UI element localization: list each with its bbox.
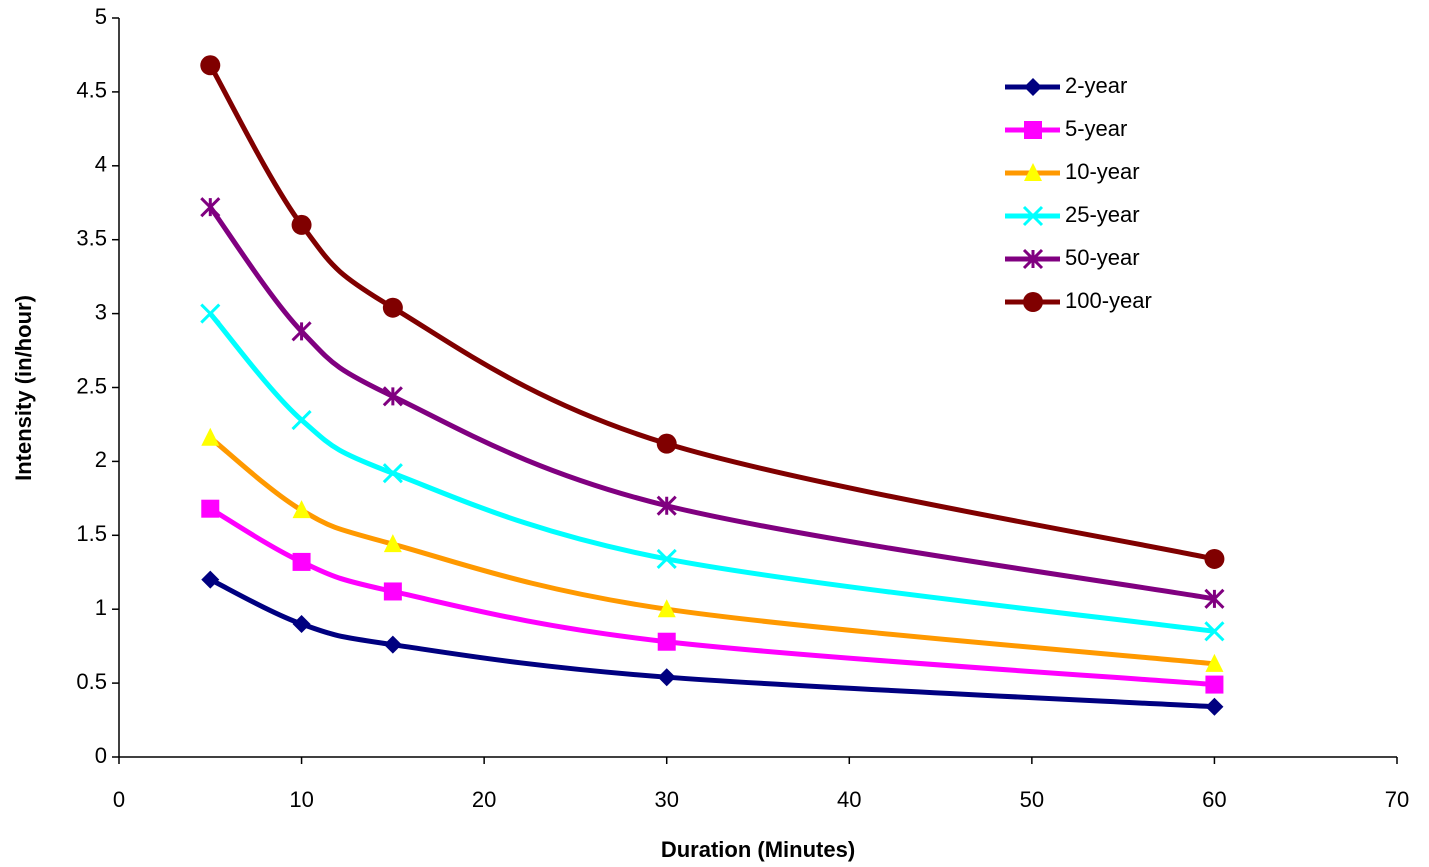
marker: [383, 635, 402, 654]
marker: [200, 197, 221, 218]
y-tick-label: 2: [95, 447, 107, 472]
x-tick-label: 50: [1020, 787, 1044, 812]
legend-marker: [1022, 248, 1044, 270]
y-tick-label: 2.5: [76, 373, 107, 398]
marker: [656, 433, 677, 454]
marker: [382, 297, 403, 318]
marker: [383, 534, 402, 553]
marker: [1204, 588, 1225, 609]
marker: [292, 614, 311, 633]
x-tick-label: 0: [113, 787, 125, 812]
marker: [1205, 653, 1224, 672]
legend-label: 5-year: [1065, 116, 1127, 141]
x-tick-label: 10: [289, 787, 313, 812]
marker: [1205, 675, 1224, 694]
x-axis-title: Duration (Minutes): [661, 837, 855, 862]
marker: [201, 570, 220, 589]
y-tick-label: 1.5: [76, 521, 107, 546]
y-tick-label: 3: [95, 299, 107, 324]
x-tick-label: 70: [1385, 787, 1409, 812]
x-tick-label: 60: [1202, 787, 1226, 812]
legend-label: 10-year: [1065, 159, 1140, 184]
legend-label: 50-year: [1065, 245, 1140, 270]
marker: [656, 495, 677, 516]
x-tick-label: 40: [837, 787, 861, 812]
marker: [291, 409, 312, 431]
series-line: [208, 64, 1215, 562]
legend-marker: [1024, 163, 1042, 181]
marker: [656, 548, 677, 570]
legend-label: 100-year: [1065, 288, 1152, 313]
legend-marker: [1024, 121, 1042, 139]
y-tick-label: 0.5: [76, 669, 107, 694]
marker: [382, 463, 403, 484]
y-axis-title: Intensity (in/hour): [11, 295, 36, 481]
marker: [657, 668, 676, 687]
y-tick-label: 4.5: [76, 78, 107, 103]
y-tick-label: 1: [95, 595, 107, 620]
marker: [292, 552, 311, 571]
marker: [200, 303, 221, 324]
legend-label: 2-year: [1065, 73, 1127, 98]
marker: [292, 500, 311, 519]
marker: [200, 55, 221, 76]
marker: [201, 499, 220, 518]
marker: [201, 427, 220, 446]
series-line: [209, 577, 1215, 710]
x-tick-label: 30: [654, 787, 678, 812]
marker: [291, 321, 312, 342]
marker: [1204, 621, 1225, 642]
legend-marker: [1023, 292, 1043, 312]
y-tick-label: 0: [95, 743, 107, 768]
legend-label: 25-year: [1065, 202, 1140, 227]
marker: [383, 582, 402, 601]
x-tick-label: 20: [472, 787, 496, 812]
y-tick-label: 4: [95, 152, 107, 177]
marker: [657, 632, 676, 651]
marker: [291, 214, 312, 235]
marker: [1204, 548, 1225, 569]
series-line: [208, 205, 1215, 602]
y-tick-label: 5: [95, 4, 107, 29]
legend-marker: [1024, 78, 1042, 96]
marker: [382, 386, 403, 407]
legend-marker: [1022, 205, 1044, 227]
marker: [1205, 697, 1224, 716]
series-line: [208, 435, 1215, 667]
marker: [657, 599, 676, 618]
y-tick-label: 3.5: [76, 226, 107, 251]
